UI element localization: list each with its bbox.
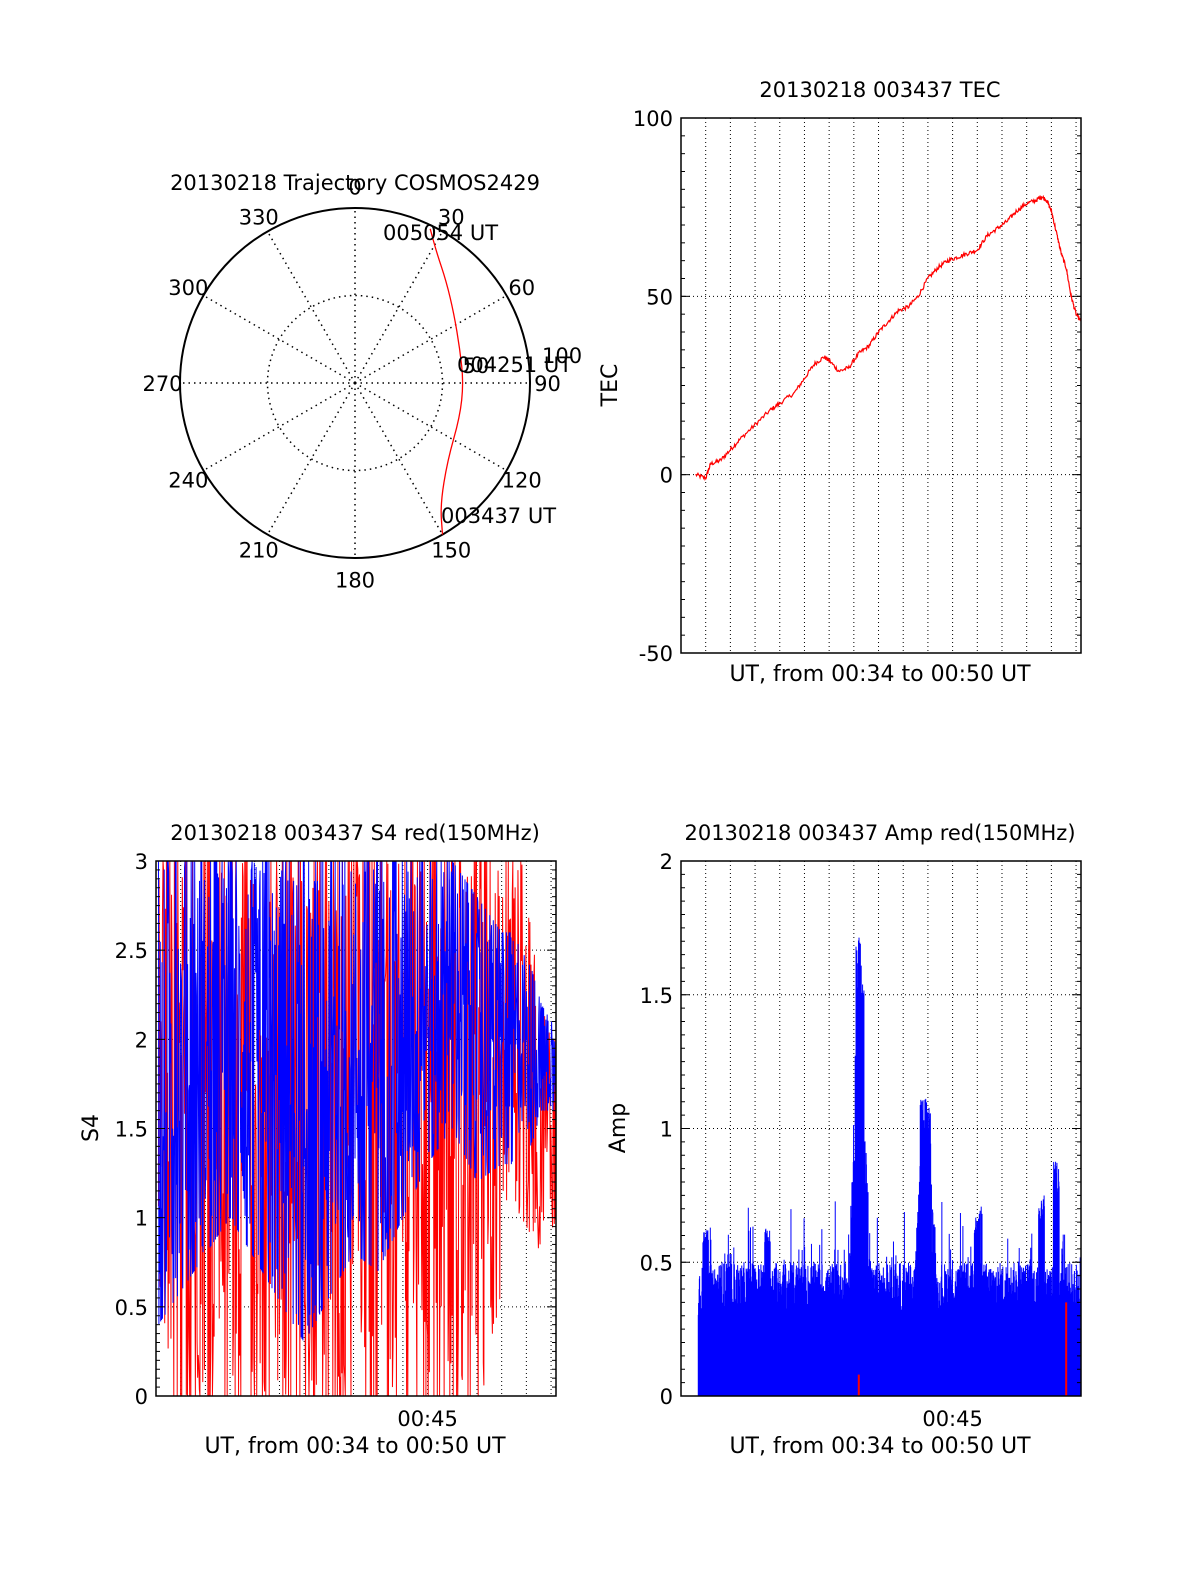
tec-series [695, 194, 1082, 482]
y-tick-label: 50 [646, 285, 673, 309]
amp-series [697, 937, 1082, 1396]
amp-title: 20130218 003437 Amp red(150MHz) [684, 821, 1075, 845]
polar-angle-label: 270 [142, 372, 182, 396]
polar-angle-label: 120 [502, 468, 542, 492]
trajectory-annotation: 005054 UT [383, 221, 498, 245]
s4-axes: 0 0.5 1 1.5 2 2.5 3 00:45 [115, 850, 557, 1431]
y-tick-label: 100 [633, 107, 673, 131]
tec-title: 20130218 003437 TEC [759, 78, 1000, 102]
amp-x-axis-label: UT, from 00:34 to 00:50 UT [729, 1434, 1031, 1459]
y-tick-label: 1.5 [640, 984, 673, 1008]
trajectory-title: 20130218 Trajectory COSMOS2429 [170, 171, 540, 195]
polar-spoke [354, 382, 444, 535]
polar-angle-label: 90 [534, 372, 561, 396]
polar-angle-label: 210 [239, 539, 279, 563]
polar-spoke [203, 382, 356, 472]
trajectory-annotation: 004251 UT [457, 353, 572, 377]
y-tick-label: 0.5 [640, 1251, 673, 1275]
plot-frame [680, 117, 1082, 654]
amp-grid [681, 861, 1081, 1396]
polar-grid [179, 207, 531, 559]
s4-blue-series [157, 860, 557, 1341]
y-tick-label: 2 [135, 1028, 148, 1052]
y-tick-label: 2 [660, 850, 673, 874]
amp-panel: 20130218 003437 Amp red(150MHz) 0 0.5 1 1.5… [606, 821, 1082, 1459]
y-tick-label: 0 [135, 1385, 148, 1409]
tec-panel: 20130218 003437 TEC -50 0 50 100 UT, from 0… [598, 78, 1082, 687]
y-tick-label: 0.5 [115, 1296, 148, 1320]
y-tick-label: 1 [660, 1118, 673, 1142]
polar-angle-label: 240 [168, 468, 208, 492]
y-tick-label: 2.5 [115, 939, 148, 963]
tec-grid [681, 118, 1081, 653]
x-tick-label: 00:45 [922, 1407, 983, 1431]
s4-x-axis-label: UT, from 00:34 to 00:50 UT [204, 1434, 506, 1459]
amp-axes: 0 0.5 1 1.5 2 00:45 [640, 850, 1082, 1431]
polar-spoke [354, 382, 507, 472]
s4-y-axis-label: S4 [79, 1114, 104, 1142]
trajectory-series [429, 228, 464, 535]
plot-frame [155, 860, 557, 1397]
polar-angle-label: 300 [168, 276, 208, 300]
polar-spoke [266, 231, 356, 384]
polar-angle-label: 150 [431, 539, 471, 563]
y-tick-label: 1 [135, 1207, 148, 1231]
amp-blue-series [697, 937, 1082, 1396]
polar-spoke [266, 382, 356, 535]
plot-frame [680, 860, 1082, 1397]
polar-tick-labels: 0 30 60 90 120 150 180 210 240 270 300 330 50 100 0050… [142, 176, 582, 593]
tec-y-axis-label: TEC [598, 364, 623, 408]
tec-axes: -50 0 50 100 [633, 107, 1082, 666]
y-tick-label: 3 [135, 850, 148, 874]
polar-radial-label: 100 [542, 344, 582, 368]
polar-angle-label: 30 [438, 205, 465, 229]
polar-angle-label: 0 [348, 176, 361, 200]
trajectory-panel: 20130218 Trajectory COSMOS2429 0 30 60 90 12… [142, 171, 582, 593]
y-tick-label: 1.5 [115, 1118, 148, 1142]
y-tick-label: 0 [660, 1385, 673, 1409]
polar-angle-label: 330 [239, 205, 279, 229]
polar-outer-ring [179, 207, 531, 559]
s4-title: 20130218 003437 S4 red(150MHz) [170, 821, 540, 845]
polar-angle-label: 180 [335, 569, 375, 593]
amp-y-axis-label: Amp [606, 1103, 631, 1153]
trajectory-annotation: 003437 UT [441, 504, 556, 528]
y-tick-label: 0 [660, 464, 673, 488]
s4-panel: 20130218 003437 S4 red(150MHz) 0 0.5 1 1.5 2… [79, 821, 557, 1459]
polar-angle-label: 60 [508, 276, 535, 300]
x-tick-label: 00:45 [397, 1407, 458, 1431]
tec-x-axis-label: UT, from 00:34 to 00:50 UT [729, 662, 1031, 687]
polar-ring [266, 294, 444, 472]
tec-line [695, 194, 1082, 482]
trajectory-line [429, 228, 464, 535]
polar-radial-label: 50 [463, 354, 490, 378]
y-tick-label: -50 [639, 642, 673, 666]
